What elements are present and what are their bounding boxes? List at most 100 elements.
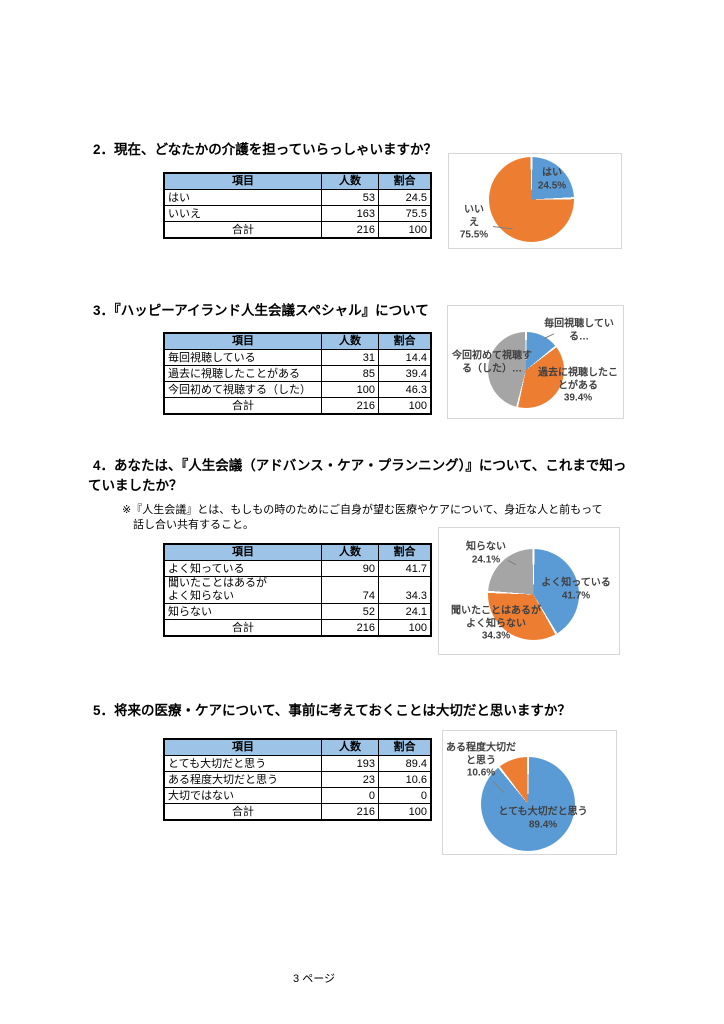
- row-percent: 46.3: [378, 381, 432, 398]
- pie-label-yes: はい 24.5%: [537, 167, 567, 192]
- pie-label-somewhat-important: ある程度大切だ と思う 10.6%: [446, 742, 516, 779]
- row-label: いいえ: [163, 205, 322, 222]
- table-row: 毎回視聴している 31 14.4: [163, 349, 432, 366]
- table-header-item: 項目: [163, 172, 322, 190]
- row-label: とても大切だと思う: [163, 755, 322, 772]
- total-label: 合計: [163, 619, 322, 637]
- table-header-percent: 割合: [378, 172, 432, 190]
- table-row: 過去に視聴したことがある 85 39.4: [163, 365, 432, 382]
- pie-chart-care: はい 24.5% いい え 75.5%: [448, 153, 622, 249]
- section-5-table: 項目 人数 割合 とても大切だと思う 193 89.4 ある程度大切だと思う 2…: [163, 738, 432, 821]
- row-label: よく知っている: [163, 560, 322, 577]
- table-row: よく知っている 90 41.7: [163, 560, 432, 577]
- pie: [489, 157, 574, 242]
- table-header-count: 人数: [321, 332, 379, 350]
- table-row: ある程度大切だと思う 23 10.6: [163, 771, 432, 788]
- table-header-row: 項目 人数 割合: [163, 543, 432, 561]
- total-percent: 100: [378, 803, 432, 821]
- row-percent: 10.6: [378, 771, 432, 788]
- table-total-row: 合計 216 100: [163, 221, 432, 239]
- pie-label-very-important: とても大切だと思う 89.4%: [498, 806, 588, 831]
- table-row: 今回初めて視聴する（した） 100 46.3: [163, 381, 432, 398]
- table-header-row: 項目 人数 割合: [163, 172, 432, 190]
- row-count: 31: [321, 349, 379, 366]
- table-header-percent: 割合: [378, 543, 432, 561]
- table-row: 聞いたことはあるが よく知らない 74 34.3: [163, 576, 432, 604]
- section-3-heading: 3．『ハッピーアイランド人生会議スペシャル』について: [93, 303, 429, 318]
- row-count: 23: [321, 771, 379, 788]
- total-label: 合計: [163, 397, 322, 415]
- section-4-heading: 4．あなたは、『人生会議（アドバンス・ケア・プランニング）』について、これまで知…: [88, 458, 627, 493]
- row-percent: 41.7: [378, 560, 432, 577]
- row-percent: 24.5: [378, 189, 432, 206]
- pie-label-every-time: 毎回視聴してい る…: [544, 318, 614, 343]
- row-label: はい: [163, 189, 322, 206]
- pie-label-no: いい え 75.5%: [459, 204, 489, 241]
- pie: [488, 549, 579, 640]
- total-count: 216: [321, 803, 379, 821]
- row-label: ある程度大切だと思う: [163, 771, 322, 788]
- table-header-item: 項目: [163, 543, 322, 561]
- row-label: 知らない: [163, 603, 322, 620]
- table-header-count: 人数: [321, 543, 379, 561]
- row-percent: 89.4: [378, 755, 432, 772]
- table-header-percent: 割合: [378, 332, 432, 350]
- table-row: とても大切だと思う 193 89.4: [163, 755, 432, 772]
- table-header-item: 項目: [163, 738, 322, 756]
- row-percent: 14.4: [378, 349, 432, 366]
- row-count: 90: [321, 560, 379, 577]
- section-3-table: 項目 人数 割合 毎回視聴している 31 14.4 過去に視聴したことがある 8…: [163, 332, 432, 415]
- row-count: 100: [321, 381, 379, 398]
- pie-label-know-well: よく知っている 41.7%: [541, 577, 611, 602]
- table-total-row: 合計 216 100: [163, 803, 432, 821]
- page-number: 3 ページ: [293, 973, 335, 985]
- table-header-item: 項目: [163, 332, 322, 350]
- section-5-heading: 5．将来の医療・ケアについて、事前に考えておくことは大切だと思いますか？: [93, 703, 571, 718]
- pie-chart-awareness: 知らない 24.1% よく知っている 41.7% 聞いたことはあるが よく知らな…: [438, 527, 620, 655]
- total-label: 合計: [163, 221, 322, 239]
- pie-label-heard-of: 聞いたことはあるが よく知らない 34.3%: [451, 605, 541, 642]
- row-percent: 0: [378, 787, 432, 804]
- row-label: 毎回視聴している: [163, 349, 322, 366]
- section-2-heading: 2．現在、どなたかの介護を担っていらっしゃいますか？: [93, 142, 438, 157]
- pie-label-first-time: 今回初めて視聴す る（した）…: [452, 350, 532, 375]
- total-percent: 100: [378, 397, 432, 415]
- table-header-row: 項目 人数 割合: [163, 332, 432, 350]
- row-count: 52: [321, 603, 379, 620]
- row-count: 0: [321, 787, 379, 804]
- pie-chart-importance: ある程度大切だ と思う 10.6% とても大切だと思う 89.4%: [442, 730, 617, 855]
- section-4-table: 項目 人数 割合 よく知っている 90 41.7 聞いたことはあるが よく知らな…: [163, 543, 432, 637]
- row-label: 聞いたことはあるが よく知らない: [163, 576, 322, 604]
- table-row: いいえ 163 75.5: [163, 205, 432, 222]
- total-percent: 100: [378, 221, 432, 239]
- table-row: 大切ではない 0 0: [163, 787, 432, 804]
- total-label: 合計: [163, 803, 322, 821]
- total-count: 216: [321, 221, 379, 239]
- total-count: 216: [321, 619, 379, 637]
- row-count: 85: [321, 365, 379, 382]
- row-count: 163: [321, 205, 379, 222]
- pie: [488, 332, 564, 408]
- table-header-row: 項目 人数 割合: [163, 738, 432, 756]
- table-header-count: 人数: [321, 738, 379, 756]
- table-header-percent: 割合: [378, 738, 432, 756]
- row-label: 大切ではない: [163, 787, 322, 804]
- row-count: 74: [321, 576, 379, 604]
- pie-label-watched-before: 過去に視聴したこ とがある 39.4%: [538, 367, 618, 404]
- row-percent: 34.3: [378, 576, 432, 604]
- pie-chart-viewing: 毎回視聴してい る… 過去に視聴したこ とがある 39.4% 今回初めて視聴す …: [447, 305, 624, 419]
- row-count: 53: [321, 189, 379, 206]
- row-percent: 75.5: [378, 205, 432, 222]
- total-count: 216: [321, 397, 379, 415]
- table-row: 知らない 52 24.1: [163, 603, 432, 620]
- row-count: 193: [321, 755, 379, 772]
- row-percent: 39.4: [378, 365, 432, 382]
- table-total-row: 合計 216 100: [163, 619, 432, 637]
- row-label: 過去に視聴したことがある: [163, 365, 322, 382]
- row-percent: 24.1: [378, 603, 432, 620]
- table-header-count: 人数: [321, 172, 379, 190]
- table-total-row: 合計 216 100: [163, 397, 432, 415]
- table-row: はい 53 24.5: [163, 189, 432, 206]
- pie-label-dont-know: 知らない 24.1%: [466, 541, 506, 566]
